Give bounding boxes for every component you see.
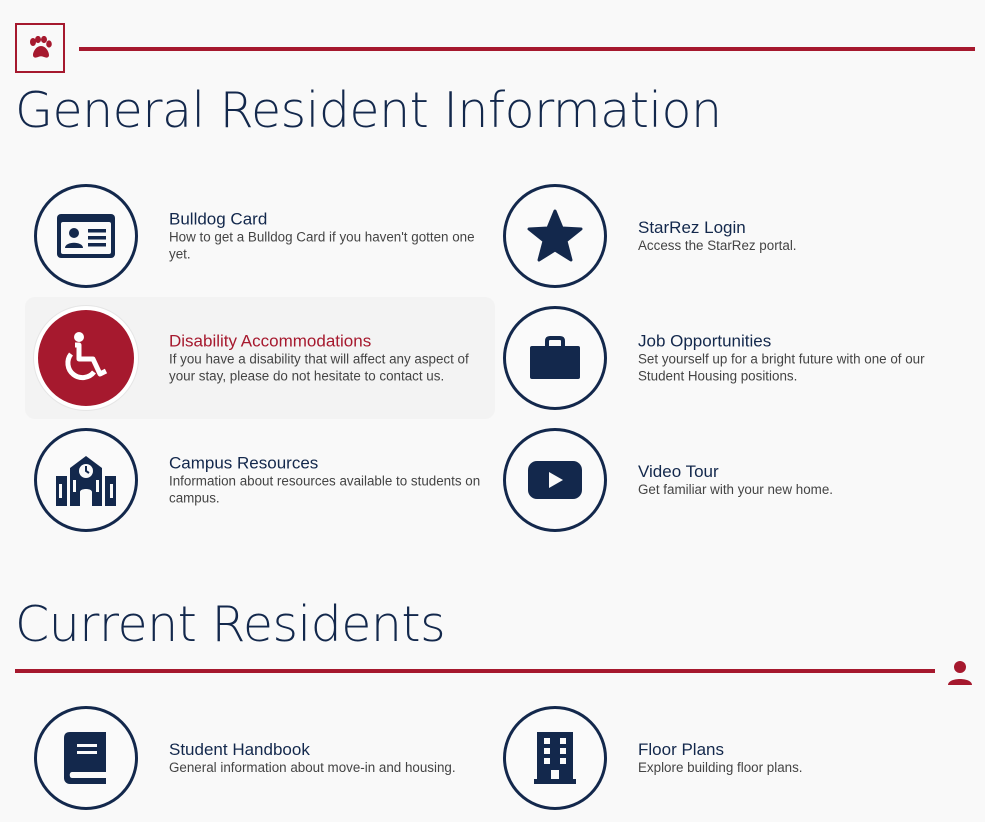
card-icon-circle bbox=[503, 184, 607, 288]
card-title: Bulldog Card bbox=[169, 209, 268, 229]
card-description: Access the StarRez portal. bbox=[638, 238, 797, 253]
card-icon-circle bbox=[503, 706, 607, 810]
card-description: Information about resources available to… bbox=[169, 473, 481, 506]
card-title: StarRez Login bbox=[638, 218, 746, 237]
paw-icon bbox=[30, 36, 52, 58]
section-title-current: Current Residents bbox=[15, 596, 446, 653]
building-icon bbox=[534, 732, 576, 784]
divider-top bbox=[79, 47, 975, 51]
card-title: Job Opportunities bbox=[638, 331, 772, 351]
card-description: Set yourself up for a bright future with… bbox=[638, 351, 925, 384]
youtube-play-icon bbox=[528, 461, 582, 499]
section-title-general: General Resident Information bbox=[15, 82, 722, 139]
divider-middle bbox=[15, 669, 935, 673]
card-disability-accommodations[interactable]: Disability Accommodations If you have a … bbox=[25, 297, 495, 419]
person-icon bbox=[948, 661, 972, 685]
book-icon bbox=[64, 732, 106, 784]
card-job-opportunities[interactable]: Job Opportunities Set yourself up for a … bbox=[494, 297, 964, 419]
school-icon bbox=[56, 456, 116, 506]
paw-logo bbox=[15, 23, 65, 73]
briefcase-icon bbox=[530, 336, 580, 379]
wheelchair-icon bbox=[65, 332, 108, 381]
card-description: If you have a disability that will affec… bbox=[169, 351, 469, 384]
card-starrez-login[interactable]: StarRez Login Access the StarRez portal. bbox=[494, 175, 964, 297]
card-campus-resources[interactable]: Campus Resources Information about resou… bbox=[25, 419, 495, 541]
card-bulldog-card[interactable]: Bulldog Card How to get a Bulldog Card i… bbox=[25, 175, 495, 297]
card-description: General information about move-in and ho… bbox=[169, 760, 456, 775]
card-title: Video Tour bbox=[638, 462, 719, 481]
card-icon-circle bbox=[34, 428, 138, 532]
card-title: Floor Plans bbox=[638, 740, 724, 759]
card-icon-circle bbox=[503, 306, 607, 410]
card-title: Campus Resources bbox=[169, 453, 319, 473]
card-icon-circle bbox=[34, 306, 138, 410]
star-icon bbox=[527, 209, 583, 262]
card-description: How to get a Bulldog Card if you haven't… bbox=[169, 229, 475, 262]
card-video-tour[interactable]: Video Tour Get familiar with your new ho… bbox=[494, 419, 964, 541]
card-icon-circle bbox=[34, 706, 138, 810]
card-title: Student Handbook bbox=[169, 740, 310, 759]
card-description: Explore building floor plans. bbox=[638, 760, 803, 775]
card-icon-circle bbox=[34, 184, 138, 288]
card-floor-plans[interactable]: Floor Plans Explore building floor plans… bbox=[494, 697, 964, 819]
card-description: Get familiar with your new home. bbox=[638, 482, 833, 497]
card-icon-circle bbox=[503, 428, 607, 532]
card-student-handbook[interactable]: Student Handbook General information abo… bbox=[25, 697, 495, 819]
id-card-icon bbox=[57, 214, 115, 258]
card-title: Disability Accommodations bbox=[169, 331, 372, 351]
